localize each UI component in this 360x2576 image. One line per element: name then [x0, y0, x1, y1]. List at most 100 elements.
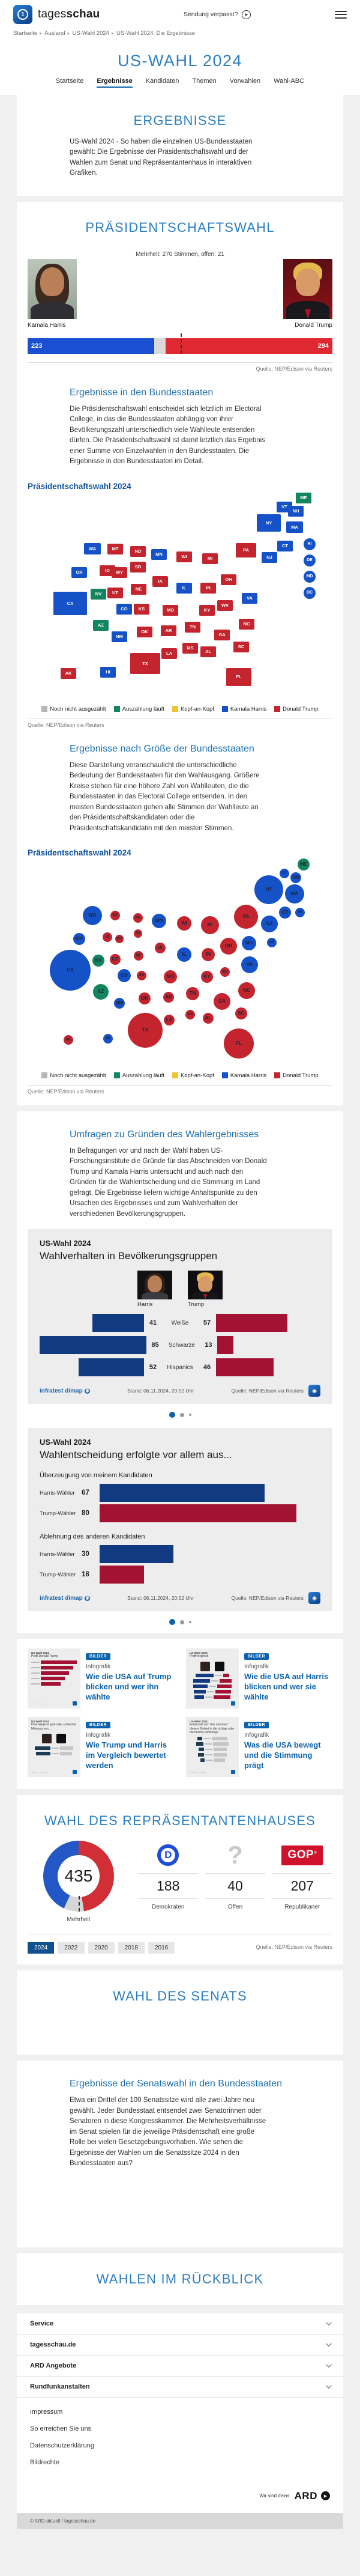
state-mt[interactable]: MT	[107, 543, 123, 554]
teaser-item[interactable]: US-Wahl 2024 Profil Donald Trump ——— · ———…	[28, 1648, 174, 1709]
tab-startseite[interactable]: Startseite	[55, 77, 84, 85]
bubble-ga[interactable]: GA	[214, 992, 230, 1010]
tagesschau-logo-icon[interactable]: 1	[13, 5, 32, 24]
state-ok[interactable]: OK	[137, 626, 152, 637]
bubble-wi[interactable]: WI	[177, 916, 191, 931]
footer-link[interactable]: Impressum	[30, 2408, 63, 2416]
us-states-map[interactable]: ME VT NH NY MA CT PA NJ WA MT ND MN WI MI OR ID WY SD IA NE…	[28, 492, 332, 699]
footer-accordion-rundfunkanstalten[interactable]: Rundfunkanstalten	[17, 2375, 343, 2397]
footer-accordion-ardangebote[interactable]: ARD Angebote	[17, 2354, 343, 2376]
bubble-id[interactable]: ID	[103, 932, 112, 942]
footer-link[interactable]: Bildrechte	[30, 2458, 59, 2466]
bubble-wa[interactable]: WA	[83, 905, 102, 925]
teaser-item[interactable]: US-Wahl 2024 Profilvergleich ——— · ——— BILD…	[186, 1648, 332, 1709]
state-mo[interactable]: MO	[163, 604, 178, 616]
state-me[interactable]: ME	[296, 492, 311, 503]
state-ia[interactable]: IA	[152, 576, 168, 587]
bubble-mt[interactable]: MT	[110, 910, 120, 920]
infographic-wahlentscheidung[interactable]: US-Wahl 2024 Wahlentscheidung erfolgte v…	[28, 1428, 332, 1612]
bubble-in[interactable]: IN	[202, 947, 215, 961]
subsection-heading[interactable]: Umfragen zu Gründen des Wahlergebnisses	[70, 1129, 259, 1140]
teaser-item[interactable]: US-Wahl 2024 Entwickelt sich das Land auf…	[186, 1717, 332, 1778]
bubble-ne[interactable]: NE	[134, 950, 143, 961]
state-nc[interactable]: NC	[239, 618, 254, 630]
year-button-2020[interactable]: 2020	[88, 1942, 115, 1954]
state-nj[interactable]: NJ	[262, 551, 277, 563]
state-wy[interactable]: WY	[112, 567, 127, 578]
bubble-oh[interactable]: OH	[220, 937, 237, 955]
footer-link[interactable]: Datenschutzerklärung	[30, 2441, 95, 2449]
bubble-md[interactable]: MD	[242, 935, 256, 950]
state-ct[interactable]: CT	[277, 540, 293, 551]
footer-accordion-tagesschaude[interactable]: tagesschau.de	[17, 2333, 343, 2355]
bubble-de[interactable]: DE	[267, 937, 277, 947]
state-co[interactable]: CO	[116, 603, 132, 615]
bubble-ky[interactable]: KY	[201, 970, 213, 983]
bubble-ca[interactable]: CA	[50, 949, 91, 991]
bubble-tn[interactable]: TN	[186, 986, 199, 1000]
teaser-item[interactable]: US-Wahl 2024 Überwiegend gute oder schlec…	[28, 1717, 174, 1778]
state-tn[interactable]: TN	[185, 621, 200, 633]
state-nv[interactable]: NV	[91, 588, 106, 600]
state-la[interactable]: LA	[161, 648, 177, 659]
bubble-il[interactable]: IL	[177, 947, 191, 962]
state-callout-md[interactable]: MD	[304, 570, 316, 583]
carousel-dot[interactable]	[169, 1619, 175, 1626]
bubble-al[interactable]: AL	[203, 1012, 214, 1024]
menu-icon[interactable]	[335, 10, 347, 19]
state-va[interactable]: VA	[242, 592, 257, 604]
bubble-ct[interactable]: CT	[279, 906, 291, 919]
state-sd[interactable]: SD	[130, 561, 146, 573]
state-nm[interactable]: NM	[112, 631, 127, 642]
state-ny[interactable]: NY	[256, 514, 281, 532]
state-hi[interactable]: HI	[100, 666, 116, 678]
subsection-heading[interactable]: Ergebnisse der Senatswahl in den Bundess…	[70, 2079, 283, 2089]
footer-link[interactable]: So erreichen Sie uns	[30, 2425, 92, 2432]
bubble-tx[interactable]: TX	[128, 1012, 163, 1048]
bubble-nh[interactable]: NH	[290, 872, 301, 883]
bubble-ri[interactable]: RI	[295, 907, 305, 917]
state-nd[interactable]: ND	[130, 545, 146, 557]
state-il[interactable]: IL	[176, 582, 192, 594]
bubble-or[interactable]: OR	[73, 932, 85, 945]
state-callout-ri[interactable]: RI	[304, 538, 316, 550]
state-pa[interactable]: PA	[236, 542, 256, 557]
carousel-dot[interactable]	[188, 1414, 191, 1417]
state-mi[interactable]: MI	[202, 553, 218, 564]
state-ne[interactable]: NE	[131, 583, 146, 595]
state-id[interactable]: ID	[100, 565, 115, 576]
bubble-fl[interactable]: FL	[224, 1028, 254, 1059]
bubble-sc[interactable]: SC	[235, 1007, 247, 1019]
bubble-nc[interactable]: NC	[238, 982, 255, 999]
state-tx[interactable]: TX	[130, 653, 160, 675]
bubble-ma[interactable]: MA	[285, 884, 304, 904]
bubble-mi[interactable]: MI	[201, 916, 219, 934]
breadcrumb-link[interactable]: Startseite	[13, 30, 38, 37]
bubble-me[interactable]: ME	[298, 858, 310, 870]
bubble-az[interactable]: AZ	[93, 983, 109, 1000]
state-or[interactable]: OR	[71, 567, 87, 578]
state-callout-dc[interactable]: DC	[304, 586, 316, 599]
state-ks[interactable]: KS	[134, 603, 149, 615]
state-ca[interactable]: CA	[53, 592, 87, 616]
teaser-title[interactable]: Was die USA bewegt und die Stimmung präg…	[244, 1740, 321, 1770]
year-button-2018[interactable]: 2018	[118, 1942, 145, 1954]
tab-vorwahlen[interactable]: Vorwahlen	[229, 77, 261, 85]
state-az[interactable]: AZ	[93, 619, 109, 631]
breadcrumb-link[interactable]: US-Wahl 2024: Die Ergebnisse	[116, 30, 196, 37]
tab-kandidaten[interactable]: Kandidaten	[145, 77, 179, 85]
state-callout-de[interactable]: DE	[304, 554, 316, 567]
state-ak[interactable]: AK	[61, 667, 76, 679]
state-mn[interactable]: MN	[151, 548, 167, 560]
year-button-2024[interactable]: 2024	[28, 1942, 55, 1954]
teaser-title[interactable]: Wie die USA auf Trump blicken und wer ih…	[86, 1672, 172, 1702]
bubble-wy[interactable]: WY	[115, 934, 124, 943]
bubble-nd[interactable]: ND	[133, 913, 143, 923]
state-sc[interactable]: SC	[233, 641, 249, 652]
bubble-ia[interactable]: IA	[155, 942, 166, 953]
state-ar[interactable]: AR	[161, 625, 176, 636]
bubble-wv[interactable]: WV	[220, 967, 230, 977]
carousel-dot[interactable]	[188, 1621, 191, 1624]
bubble-ks[interactable]: KS	[137, 970, 146, 980]
teaser-title[interactable]: Wie Trump und Harris im Vergleich bewert…	[86, 1740, 167, 1770]
